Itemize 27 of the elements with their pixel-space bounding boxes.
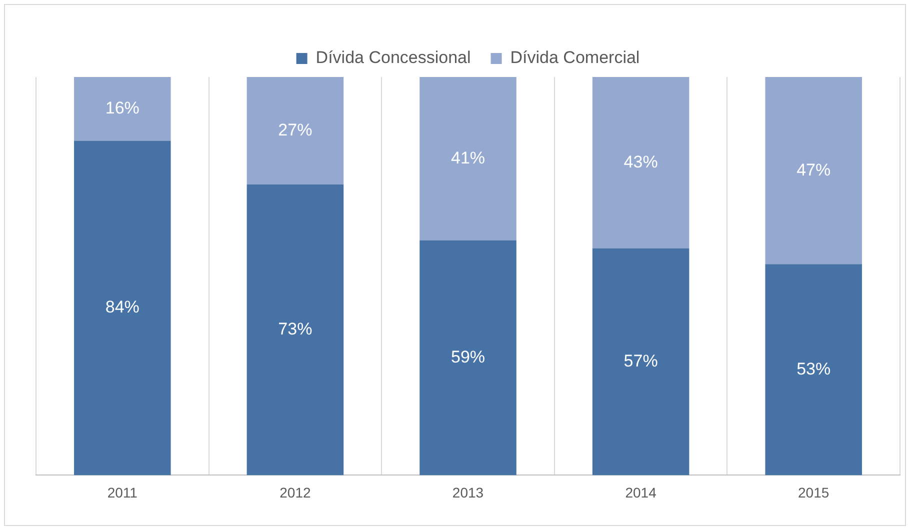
data-label: 73%: [278, 320, 312, 339]
legend-label: Dívida Comercial: [510, 48, 640, 68]
x-tick-label: 2011: [107, 484, 138, 500]
bar: [420, 77, 516, 240]
x-tick-label: 2014: [625, 484, 657, 500]
legend-label: Dívida Concessional: [316, 48, 471, 68]
bar: [765, 77, 862, 264]
data-label: 43%: [624, 152, 658, 172]
bar: [765, 264, 862, 476]
x-tick-label: 2015: [798, 484, 830, 500]
data-label: 53%: [796, 359, 831, 378]
bar: [420, 240, 516, 476]
bar: [74, 77, 171, 141]
x-tick-label: 2012: [280, 484, 311, 500]
bar: [592, 248, 690, 476]
data-label: 47%: [796, 160, 831, 180]
data-label: 84%: [105, 298, 140, 317]
x-tick-label: 2013: [452, 484, 484, 500]
data-label: 16%: [105, 98, 140, 118]
bar: [74, 140, 171, 476]
data-label: 59%: [450, 347, 486, 366]
bar: [246, 77, 344, 185]
data-label: 41%: [450, 148, 486, 168]
data-label: 57%: [624, 351, 658, 370]
bar: [592, 77, 690, 248]
bar: [246, 184, 344, 476]
data-label: 27%: [278, 120, 312, 140]
